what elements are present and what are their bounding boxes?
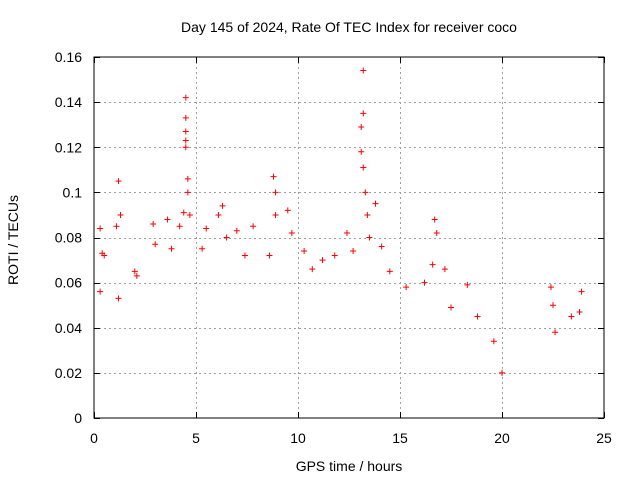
data-point [203, 225, 210, 232]
data-point [431, 216, 438, 223]
data-point [499, 369, 505, 376]
x-tick-labels: 0 5 10 15 20 25 [90, 430, 612, 446]
data-point [115, 178, 122, 185]
data-point [360, 67, 367, 74]
data-point [182, 144, 189, 151]
data-point [131, 268, 138, 275]
data-point [360, 164, 367, 171]
data-point [403, 284, 410, 291]
data-point [474, 313, 481, 320]
data-point [223, 234, 230, 241]
data-point [184, 189, 191, 196]
data-point [301, 248, 308, 255]
data-point [168, 245, 175, 252]
data-point [490, 338, 497, 345]
data-point [464, 281, 471, 288]
data-point [288, 229, 295, 236]
data-point [364, 211, 371, 218]
data-point [362, 189, 369, 196]
data-point [331, 252, 338, 259]
data-point [576, 308, 583, 315]
chart-title: Day 145 of 2024, Rate Of TEC Index for r… [181, 19, 517, 35]
data-points-layer [97, 67, 585, 376]
data-point [199, 245, 206, 252]
data-point [101, 252, 108, 259]
y-tick-label: 0.02 [55, 365, 82, 381]
data-point [372, 200, 379, 207]
data-point [429, 261, 436, 268]
data-point [215, 211, 222, 218]
data-point [448, 304, 454, 311]
y-tick-label: 0.14 [55, 94, 82, 110]
data-point [184, 175, 191, 182]
data-point [182, 94, 189, 101]
data-point [441, 266, 448, 273]
data-point [343, 229, 350, 236]
x-tick-label: 15 [392, 430, 408, 446]
y-tick-labels: 0 0.02 0.04 0.06 0.08 0.1 0.12 0.14 0.16 [55, 49, 82, 426]
data-point [386, 268, 393, 275]
x-tick-label: 25 [596, 430, 612, 446]
data-point [219, 202, 226, 209]
data-point [182, 114, 189, 121]
x-tick-label: 10 [290, 430, 306, 446]
data-point [358, 123, 365, 130]
data-point [578, 288, 585, 295]
data-point [284, 207, 291, 214]
data-point [433, 229, 440, 236]
data-point [270, 173, 277, 180]
x-tick-label: 0 [90, 430, 98, 446]
y-tick-label: 0.1 [63, 184, 83, 200]
y-tick-label: 0 [74, 410, 82, 426]
data-point [164, 216, 171, 223]
data-point [360, 110, 367, 117]
data-point [568, 313, 575, 320]
y-axis-title: ROTI / TECUs [5, 195, 21, 285]
y-tick-label: 0.12 [55, 139, 82, 155]
data-point [176, 223, 183, 230]
data-point [186, 211, 193, 218]
data-point [97, 288, 104, 295]
data-point [115, 295, 122, 302]
data-point [421, 279, 428, 286]
data-point [180, 209, 187, 216]
data-point [552, 329, 559, 336]
x-tick-label: 20 [494, 430, 510, 446]
data-point [152, 241, 159, 248]
data-point [97, 225, 104, 232]
data-point [113, 223, 120, 230]
x-axis-title: GPS time / hours [296, 458, 403, 474]
y-tick-label: 0.08 [55, 230, 82, 246]
data-point [366, 234, 373, 241]
data-point [309, 266, 316, 273]
plot-frame [93, 56, 605, 419]
data-point [182, 137, 189, 144]
data-point [233, 227, 240, 234]
data-point [117, 211, 124, 218]
data-point [272, 211, 279, 218]
data-point [378, 243, 385, 250]
x-tick-label: 5 [192, 430, 200, 446]
data-point [550, 302, 556, 309]
data-point [250, 223, 257, 230]
data-point [319, 257, 326, 264]
data-point [358, 148, 365, 155]
data-point [241, 252, 248, 259]
data-point [150, 220, 157, 227]
data-point [350, 248, 357, 255]
data-point [547, 284, 554, 291]
data-point [272, 189, 279, 196]
data-point [266, 252, 273, 259]
data-point [182, 128, 189, 135]
y-tick-label: 0.04 [55, 320, 82, 336]
tick-marks-layer [94, 57, 605, 419]
y-tick-label: 0.06 [55, 275, 82, 291]
data-point [133, 272, 140, 279]
y-tick-label: 0.16 [55, 49, 82, 65]
grid-layer [94, 57, 604, 418]
